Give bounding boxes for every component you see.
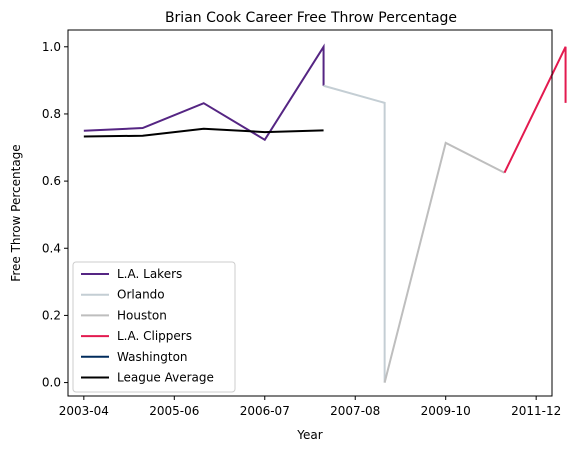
series-line-houston — [383, 141, 505, 383]
x-tick-label: 2005-06 — [149, 404, 199, 418]
x-tick-label: 2006-07 — [240, 404, 290, 418]
y-tick-label: 0.4 — [42, 241, 61, 255]
legend-label-houston: Houston — [117, 308, 167, 322]
x-tick-label: 2007-08 — [330, 404, 380, 418]
axes-frame — [67, 29, 553, 397]
y-tick-label: 1.0 — [42, 40, 61, 54]
y-tick-label: 0.8 — [42, 107, 61, 121]
legend-label-washington: Washington — [117, 350, 188, 364]
legend-label-league-average: League Average — [117, 371, 214, 385]
legend-label-orlando: Orlando — [117, 288, 165, 302]
series-line-l-a-lakers — [83, 43, 325, 142]
y-tick-label: 0.6 — [42, 174, 61, 188]
series-line-l-a-clippers — [503, 46, 567, 174]
series-line-orlando — [323, 84, 386, 383]
plot-layer — [83, 43, 567, 383]
y-tick-label: 0.0 — [42, 376, 61, 390]
chart-title: Brian Cook Career Free Throw Percentage — [165, 10, 457, 26]
series-line-league-average — [83, 127, 324, 138]
legend: L.A. Lakers Orlando Houston L.A. Clippers Wa… — [72, 261, 236, 393]
x-tick-label: 2009-10 — [421, 404, 471, 418]
legend-box — [72, 261, 236, 393]
ticks-layer: 2003-04 2005-06 2006-07 2007-08 2009-10 2011-… — [42, 40, 561, 418]
x-axis-label: Year — [296, 428, 322, 442]
y-axis-label: Free Throw Percentage — [9, 144, 23, 281]
legend-label-l-a-clippers: L.A. Clippers — [117, 329, 192, 343]
x-tick-label: 2003-04 — [59, 404, 109, 418]
legend-label-l-a-lakers: L.A. Lakers — [117, 267, 182, 281]
x-tick-label: 2011-12 — [511, 404, 561, 418]
y-tick-label: 0.2 — [42, 308, 61, 322]
